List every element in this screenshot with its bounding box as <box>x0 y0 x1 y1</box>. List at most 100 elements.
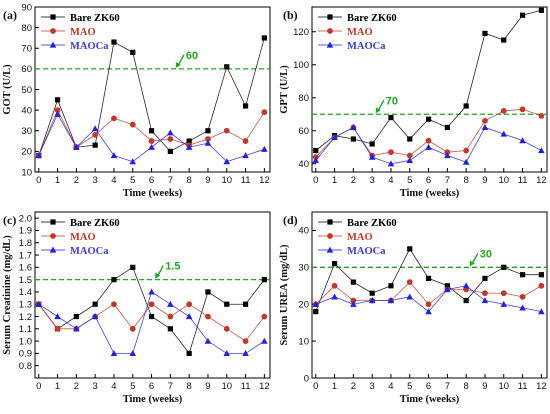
x-axis-title: Time (weeks) <box>400 394 460 405</box>
x-tick-label: 7 <box>168 175 173 186</box>
data-point <box>481 124 489 131</box>
x-tick-label: 2 <box>74 175 79 186</box>
data-point <box>387 297 395 304</box>
data-point <box>444 283 450 289</box>
x-tick-label: 5 <box>407 381 412 392</box>
y-axis-title: GOT (U/L) <box>2 64 13 115</box>
data-point <box>388 149 394 156</box>
x-tick-label: 11 <box>518 175 528 186</box>
data-point <box>223 325 230 332</box>
x-tick-label: 7 <box>445 381 450 392</box>
data-point <box>186 138 192 144</box>
x-tick-label: 5 <box>130 381 135 392</box>
legend-marker <box>50 14 56 20</box>
y-tick-label: 40 <box>298 226 309 237</box>
data-point <box>148 288 155 295</box>
data-point <box>167 300 174 307</box>
x-tick-label: 12 <box>536 175 547 186</box>
threshold-annotation: 1.5 <box>155 261 180 279</box>
data-point <box>407 246 413 252</box>
x-tick-label: 0 <box>36 175 41 186</box>
data-point <box>204 337 212 344</box>
legend-marker <box>327 28 333 34</box>
panel-label: (c) <box>3 213 16 227</box>
legend-marker <box>50 28 56 34</box>
legend-label-maoca: MAOCa <box>70 246 109 257</box>
data-point <box>538 7 544 13</box>
y-tick-label: 90 <box>21 2 32 13</box>
data-point <box>185 313 193 320</box>
plot-frame <box>311 6 548 173</box>
data-point <box>444 124 450 131</box>
data-point <box>130 264 136 270</box>
data-point <box>92 142 98 148</box>
data-point <box>519 12 526 18</box>
x-tick-label: 3 <box>370 175 375 186</box>
data-point <box>519 106 526 113</box>
data-point <box>406 293 414 300</box>
data-point <box>538 147 545 154</box>
legend: Bare ZK60 MAO MAOCa <box>41 218 120 257</box>
data-point <box>519 272 526 278</box>
threshold-annotation: 70 <box>375 95 398 114</box>
series-maoca <box>35 288 268 357</box>
data-point <box>91 313 99 320</box>
data-point <box>350 136 356 142</box>
data-point <box>129 158 137 165</box>
x-tick-label: 2 <box>351 381 356 392</box>
x-tick-label: 0 <box>313 175 318 186</box>
data-point <box>444 286 451 293</box>
data-point <box>501 264 507 270</box>
y-tick-label: 0.8 <box>19 361 32 372</box>
data-point <box>462 158 470 165</box>
data-point <box>261 313 268 320</box>
data-point <box>242 138 249 144</box>
x-tick-label: 9 <box>205 175 210 186</box>
x-tick-label: 6 <box>426 381 431 392</box>
legend-marker <box>50 233 56 239</box>
y-tick-label: 100 <box>293 60 309 71</box>
data-point <box>387 160 395 167</box>
panel-label: (b) <box>283 8 298 22</box>
series-line <box>315 108 542 158</box>
threshold-arrow-head <box>175 61 181 68</box>
x-tick-label: 2 <box>74 381 79 392</box>
data-point <box>369 141 375 147</box>
legend-marker <box>327 219 333 225</box>
data-point <box>425 308 432 315</box>
legend-label-mao: MAO <box>347 232 373 243</box>
data-point <box>242 301 249 307</box>
panel-c-creatinine: 0 1 2 3 4 5 6 7 8 9 10 11 120.80.91.01.11.21.31.41.5… <box>2 211 271 405</box>
x-tick-label: 11 <box>518 381 528 392</box>
legend-label-mao: MAO <box>347 27 373 38</box>
data-point <box>482 275 488 281</box>
y-tick-label: 70 <box>21 44 32 55</box>
data-point <box>425 275 432 281</box>
x-tick-label: 6 <box>149 175 154 186</box>
y-tick-label: 0 <box>304 373 309 384</box>
data-point <box>261 35 267 41</box>
data-point <box>204 139 212 146</box>
data-point <box>167 129 174 136</box>
data-point <box>519 293 526 300</box>
data-point <box>35 300 43 307</box>
data-point <box>54 110 61 117</box>
data-point <box>261 337 268 344</box>
x-axis-title: Time (weeks) <box>400 188 460 199</box>
x-tick-label: 7 <box>445 175 450 186</box>
legend: Bare ZK60 MAO MAOCa <box>318 218 397 257</box>
x-tick-label: 10 <box>221 175 232 186</box>
data-point <box>224 64 230 70</box>
data-point <box>261 277 267 283</box>
legend: Bare ZK60 MAO MAOCa <box>41 13 120 52</box>
y-tick-label: 50 <box>21 85 32 96</box>
x-axis-title: Time (weeks) <box>123 188 183 199</box>
data-point <box>242 103 249 109</box>
y-tick-label: 40 <box>298 159 309 170</box>
data-point <box>368 153 376 160</box>
x-tick-label: 5 <box>130 175 135 186</box>
y-tick-label: 1.9 <box>19 226 32 237</box>
data-point <box>111 39 117 45</box>
x-tick-label: 1 <box>55 175 60 186</box>
